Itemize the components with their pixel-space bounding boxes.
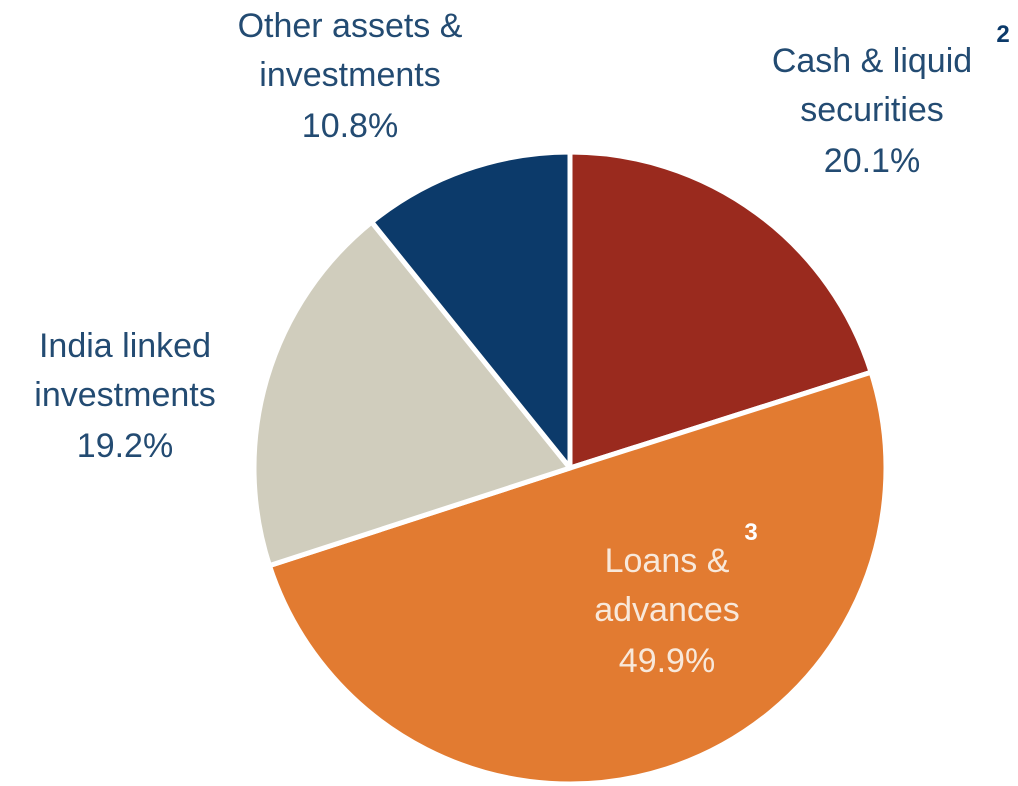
pie-slice <box>369 149 573 471</box>
pie-slice <box>266 369 889 786</box>
pie-slice <box>567 149 874 471</box>
slice-label: Other assets & investments <box>238 7 463 94</box>
value-label: 20.1% <box>824 142 920 180</box>
value-label: 19.2% <box>77 427 173 465</box>
slice-label: Loans & advances <box>594 542 740 629</box>
footnote-marker: 2 <box>996 21 1009 48</box>
pie-slice <box>251 219 573 569</box>
value-label: 10.8% <box>302 107 398 145</box>
footnote-marker: 3 <box>744 519 757 546</box>
value-label: 49.9% <box>619 642 715 680</box>
slice-label: India linked investments <box>34 327 215 414</box>
slice-label: Cash & liquid securities <box>772 42 972 129</box>
